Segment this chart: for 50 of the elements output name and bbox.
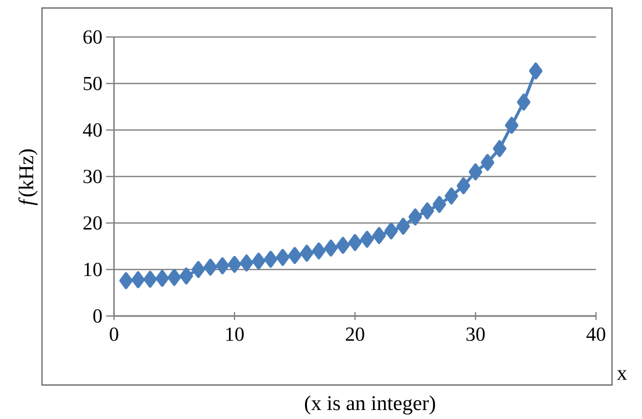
y-tick-label: 40 bbox=[82, 123, 102, 137]
point bbox=[204, 258, 218, 276]
point bbox=[143, 270, 157, 288]
point bbox=[360, 230, 374, 248]
point bbox=[468, 163, 482, 180]
point bbox=[444, 188, 458, 204]
point bbox=[288, 247, 302, 264]
point bbox=[336, 236, 350, 254]
x-tick-label: 30 bbox=[466, 327, 485, 341]
y-axis-title: f(kHz) bbox=[18, 149, 38, 206]
x-axis-title: x bbox=[616, 370, 627, 380]
point bbox=[504, 116, 518, 134]
point bbox=[228, 256, 242, 273]
point bbox=[240, 254, 254, 272]
point bbox=[384, 222, 398, 240]
point bbox=[492, 140, 506, 158]
point bbox=[396, 218, 410, 235]
point bbox=[252, 252, 266, 270]
point bbox=[155, 270, 169, 287]
y-tick-label: 10 bbox=[84, 262, 102, 276]
point bbox=[324, 240, 338, 257]
point bbox=[180, 268, 194, 284]
point bbox=[216, 257, 230, 274]
point bbox=[372, 227, 386, 244]
y-tick-label: 30 bbox=[84, 170, 102, 184]
point bbox=[516, 94, 530, 111]
point bbox=[276, 248, 290, 266]
point bbox=[264, 250, 278, 268]
point bbox=[420, 202, 434, 220]
x-tick-label: 0 bbox=[110, 327, 118, 341]
y-tick-label: 50 bbox=[84, 76, 102, 90]
y-tick-label: 0 bbox=[93, 309, 102, 323]
point bbox=[192, 261, 206, 278]
x-tick-label: 20 bbox=[346, 327, 364, 341]
point bbox=[529, 62, 542, 80]
x-tick-label: 40 bbox=[586, 327, 606, 341]
point bbox=[480, 154, 494, 172]
point bbox=[456, 177, 470, 194]
point bbox=[432, 196, 446, 213]
point bbox=[312, 242, 326, 260]
point bbox=[348, 234, 362, 251]
point bbox=[119, 272, 133, 290]
point bbox=[408, 208, 422, 226]
point bbox=[300, 244, 314, 262]
x-tick-label: 10 bbox=[226, 327, 244, 341]
y-tick-label: 20 bbox=[83, 216, 102, 230]
point bbox=[168, 268, 181, 286]
y-tick-label: 60 bbox=[83, 30, 102, 44]
point bbox=[131, 271, 145, 288]
text: (x is an integer) bbox=[304, 395, 436, 415]
